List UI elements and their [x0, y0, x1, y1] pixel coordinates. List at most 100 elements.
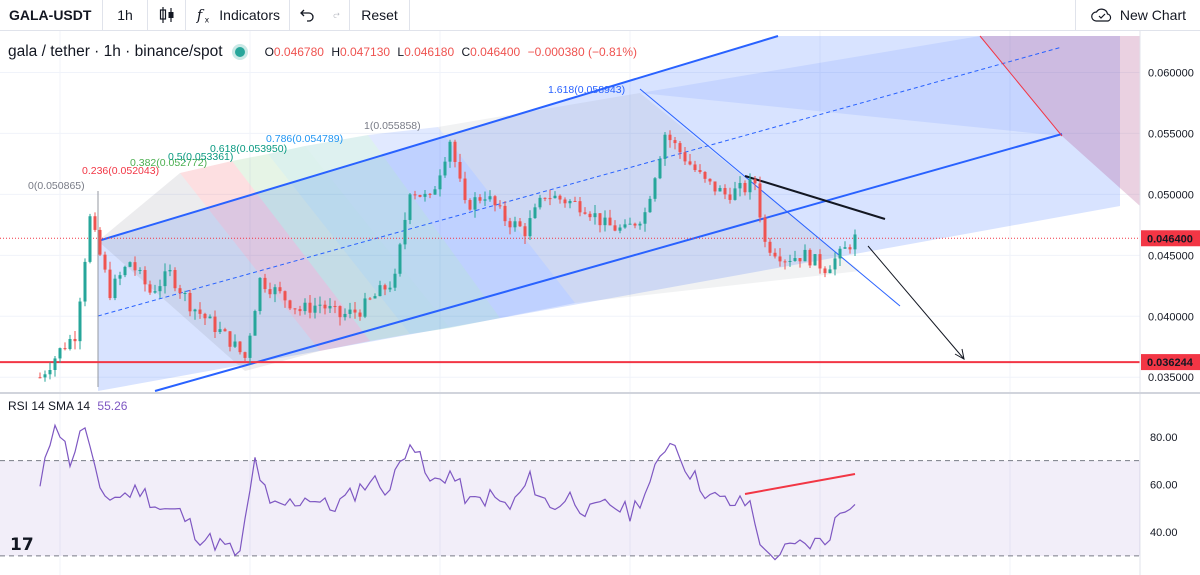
- candle-body: [313, 305, 317, 313]
- legend-title: gala / tether · 1h · binance/spot: [8, 43, 223, 60]
- candle-body: [208, 316, 212, 319]
- candle-body: [128, 262, 132, 267]
- candle-body: [668, 134, 672, 141]
- candle-body: [493, 196, 497, 206]
- channel-lower: [154, 133, 1063, 392]
- candle-body: [303, 302, 307, 312]
- interval-button[interactable]: 1h: [103, 0, 148, 31]
- candle-body: [258, 277, 262, 312]
- candle-body: [703, 171, 707, 179]
- candle-body: [838, 248, 842, 259]
- candle-body: [533, 207, 537, 219]
- candle-body: [413, 194, 417, 196]
- price-axis-label: 0.055000: [1148, 128, 1194, 140]
- new-chart-label: New Chart: [1119, 7, 1186, 23]
- candle-body: [763, 217, 767, 242]
- candle-body: [728, 194, 732, 200]
- ohlc-values: O0.046780 H0.047130 L0.046180 C0.046400 …: [264, 45, 637, 59]
- fib-zone-1: [438, 93, 860, 303]
- candle-body: [38, 377, 42, 379]
- new-chart-button[interactable]: New Chart: [1074, 0, 1200, 31]
- indicators-button[interactable]: f x Indicators: [186, 0, 290, 31]
- candle-body: [73, 338, 77, 342]
- candle-body: [233, 341, 237, 347]
- candle-body: [403, 219, 407, 245]
- redo-button[interactable]: [324, 0, 350, 31]
- candle-body: [248, 335, 252, 358]
- candle-body: [183, 293, 187, 295]
- rsi-band: [0, 460, 1140, 556]
- channel-median: [97, 46, 1063, 317]
- candle-body: [483, 199, 487, 201]
- candle-body: [638, 223, 642, 226]
- rsi-axis-label: 60.00: [1150, 479, 1178, 491]
- candle-body: [228, 331, 232, 347]
- candle-body: [333, 305, 337, 307]
- candle-body: [843, 247, 847, 249]
- candle-body: [573, 200, 577, 202]
- candle-body: [853, 234, 857, 250]
- candle-body: [298, 309, 302, 312]
- candle-body: [238, 341, 242, 353]
- rsi-axis-label: 40.00: [1150, 527, 1178, 539]
- candle-body: [633, 223, 637, 226]
- market-status-icon: [234, 47, 245, 57]
- candle-body: [498, 205, 502, 207]
- chart-type-button[interactable]: [148, 0, 186, 31]
- undo-button[interactable]: [290, 0, 324, 31]
- candle-body: [663, 134, 667, 159]
- fib-zone-0: [98, 173, 320, 371]
- candle-body: [178, 288, 182, 294]
- reset-button[interactable]: Reset: [350, 0, 410, 31]
- candle-body: [643, 212, 647, 224]
- symbol-search-button[interactable]: GALA-USDT: [0, 0, 103, 31]
- candle-body: [723, 188, 727, 195]
- candle-body: [198, 309, 202, 314]
- fib-level-label: 0.618(0.053950): [210, 143, 287, 155]
- candle-body: [783, 261, 787, 263]
- channel-fill: [98, 36, 1120, 391]
- price-label-tag: [1141, 354, 1200, 371]
- candle-body: [133, 262, 137, 271]
- change-value: −0.000380 (−0.81%): [527, 45, 637, 59]
- price-chart[interactable]: 0(0.050865) 0.236(0.052043)0.382(0.052772…: [0, 31, 1200, 575]
- candle-body: [138, 270, 142, 272]
- target-arrow-head: [954, 348, 965, 360]
- high-value: 0.047130: [339, 45, 391, 59]
- price-axis-label: 0.060000: [1148, 67, 1194, 79]
- candle-body: [463, 178, 467, 201]
- candles-group: [38, 130, 857, 382]
- fib-level-label: 1.618(0.058943): [548, 84, 625, 96]
- fib-level-label: 0.236(0.052043): [82, 165, 159, 177]
- candle-body: [693, 164, 697, 171]
- channel-upper: [97, 35, 779, 242]
- candle-body: [438, 175, 442, 190]
- candle-body: [558, 195, 562, 200]
- fib-level-label: 1(0.055858): [364, 120, 421, 132]
- candle-body: [748, 179, 752, 193]
- candle-body: [813, 254, 817, 266]
- candle-body: [378, 285, 382, 297]
- candle-body: [758, 183, 762, 218]
- tradingview-logo[interactable]: 17: [10, 535, 34, 555]
- candle-body: [803, 249, 807, 262]
- candle-body: [708, 178, 712, 182]
- candle-body: [848, 247, 852, 250]
- resistance-trendline: [744, 175, 886, 220]
- candle-body: [688, 161, 692, 165]
- candle-body: [253, 311, 257, 336]
- candle-body: [193, 309, 197, 312]
- candle-body: [63, 348, 67, 350]
- target-arrow: [867, 245, 965, 360]
- candle-body: [488, 196, 492, 200]
- candle-body: [43, 374, 47, 378]
- candle-body: [423, 193, 427, 197]
- candle-body: [48, 370, 52, 375]
- candle-body: [388, 287, 392, 290]
- candle-body: [88, 216, 92, 262]
- candle-body: [148, 284, 152, 293]
- candle-body: [78, 301, 82, 342]
- rsi-divergence-line: [744, 473, 856, 495]
- candles-icon: [159, 7, 173, 23]
- redo-icon: [333, 12, 340, 18]
